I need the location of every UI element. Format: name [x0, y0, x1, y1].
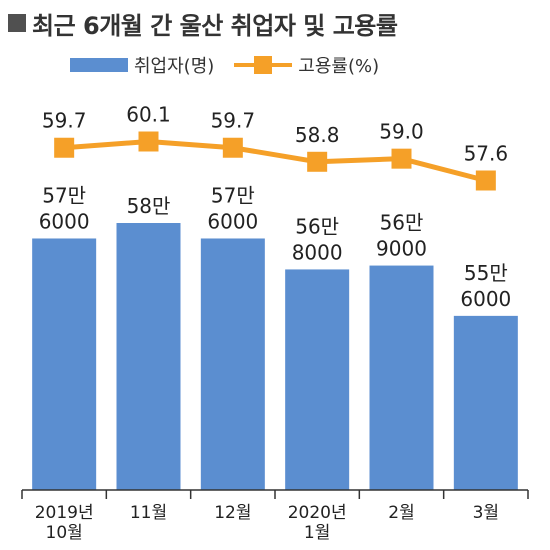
- category-label-5: 3월: [473, 503, 499, 523]
- legend-line-swatch: [234, 55, 293, 75]
- chart-title: 최근 6개월 간 울산 취업자 및 고용률: [32, 11, 398, 40]
- rate-label-1: 60.1: [126, 103, 171, 127]
- rate-marker-4: [391, 148, 412, 169]
- rate-label-2: 59.7: [211, 109, 256, 133]
- bar-1: [116, 223, 181, 490]
- category-label-0: 2019년 10월: [35, 503, 94, 543]
- bar-2: [200, 238, 265, 490]
- rate-marker-5: [475, 170, 496, 191]
- rate-line: [63, 139, 487, 183]
- rate-marker-0: [54, 137, 75, 158]
- employed-label-3: 56만 8000: [292, 214, 343, 264]
- legend-item-employed: 취업자(명): [70, 52, 214, 78]
- chart-title-row: 최근 6개월 간 울산 취업자 및 고용률: [8, 8, 398, 40]
- employed-label-1: 58만: [127, 194, 171, 218]
- category-label-3: 2020년 1월: [288, 503, 347, 543]
- rate-label-3: 58.8: [295, 123, 340, 147]
- legend-label-rate: 고용률(%): [298, 56, 380, 77]
- bar-4: [369, 265, 434, 490]
- legend-label-employed: 취업자(명): [134, 56, 215, 77]
- rate-marker-3: [307, 151, 328, 172]
- employed-label-5: 55만 6000: [460, 261, 511, 311]
- employed-label-4: 56만 9000: [376, 211, 427, 261]
- legend-bar-swatch: [70, 58, 128, 72]
- rate-label-5: 57.6: [464, 142, 509, 166]
- category-label-1: 11월: [130, 503, 167, 523]
- bar-3: [285, 269, 350, 490]
- bar-0: [32, 238, 97, 490]
- rate-label-0: 59.7: [42, 109, 87, 133]
- category-label-4: 2월: [388, 503, 414, 523]
- rate-label-4: 59.0: [379, 120, 424, 144]
- category-label-2: 12월: [214, 503, 251, 523]
- rate-marker-1: [138, 131, 159, 152]
- title-square-icon: [8, 14, 26, 32]
- bar-5: [453, 315, 518, 490]
- legend-item-rate: 고용률(%): [234, 52, 379, 78]
- employed-label-0: 57만 6000: [39, 183, 90, 233]
- legend: 취업자(명) 고용률(%): [70, 53, 399, 77]
- rate-marker-2: [222, 137, 243, 158]
- employed-label-2: 57만 6000: [207, 183, 258, 233]
